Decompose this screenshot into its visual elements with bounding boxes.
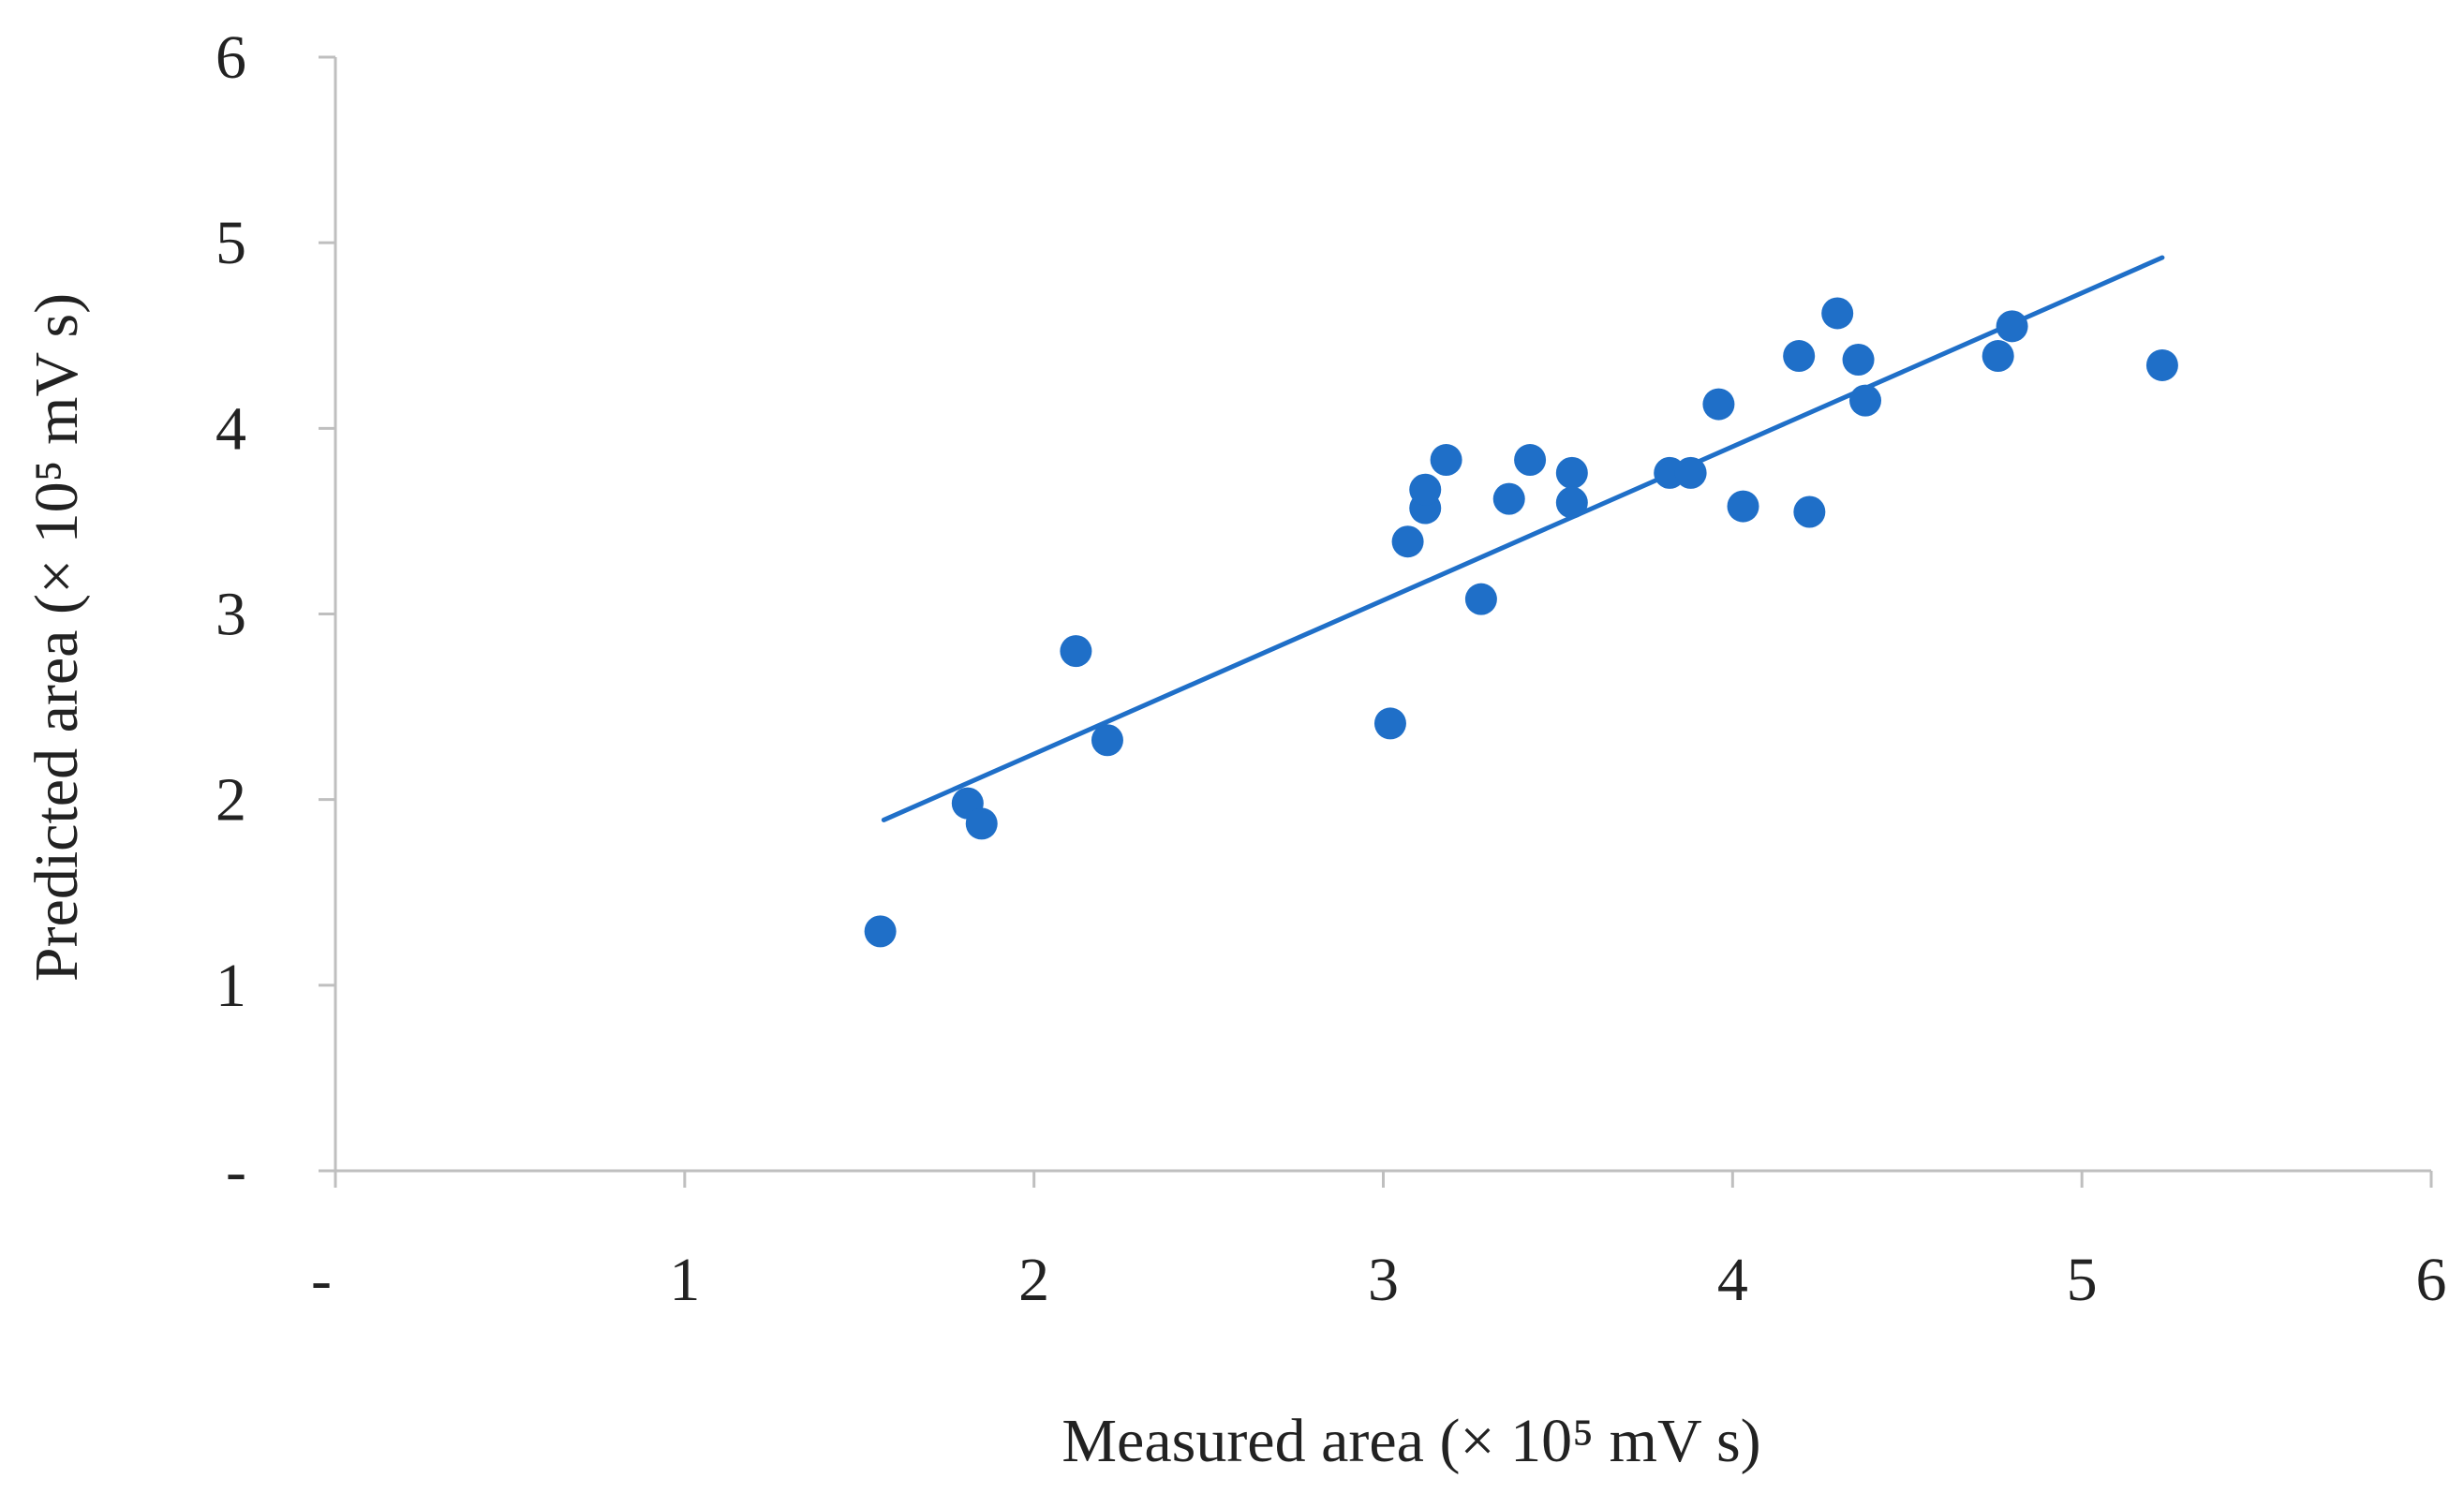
data-point bbox=[1793, 495, 1826, 528]
data-point bbox=[1982, 340, 2014, 373]
data-point bbox=[1821, 297, 1854, 330]
y-tick-label: 5 bbox=[215, 209, 246, 277]
data-point bbox=[2145, 348, 2178, 381]
x-tick-label: 5 bbox=[2067, 1246, 2098, 1314]
data-point bbox=[1060, 635, 1092, 668]
axes bbox=[334, 57, 2431, 1173]
data-point bbox=[1409, 473, 1442, 506]
data-point bbox=[1514, 444, 1547, 477]
y-tick-label: 6 bbox=[215, 23, 246, 92]
data-point bbox=[1674, 456, 1707, 489]
data-point bbox=[1727, 490, 1759, 523]
data-point bbox=[1430, 444, 1462, 477]
data-point bbox=[1492, 482, 1525, 515]
x-tick-label: - bbox=[311, 1246, 332, 1314]
trendline bbox=[881, 255, 2165, 822]
data-point bbox=[1702, 388, 1735, 421]
x-ticks: - 1 2 3 4 5 6 bbox=[311, 1171, 2447, 1314]
x-tick-label: 4 bbox=[1717, 1246, 1748, 1314]
trendline-group bbox=[881, 255, 2165, 822]
data-point bbox=[1783, 340, 1816, 373]
x-tick-label: 3 bbox=[1368, 1246, 1399, 1314]
data-point bbox=[1555, 486, 1588, 519]
y-tick-label: 3 bbox=[215, 581, 246, 649]
y-tick-label: - bbox=[226, 1137, 246, 1205]
y-tick-label: 4 bbox=[215, 394, 246, 463]
x-tick-label: 6 bbox=[2416, 1246, 2447, 1314]
x-tick-label: 2 bbox=[1018, 1246, 1049, 1314]
data-point bbox=[965, 807, 998, 840]
data-points bbox=[864, 297, 2178, 948]
data-point bbox=[1842, 344, 1875, 377]
y-tick-label: 2 bbox=[215, 766, 246, 835]
data-point bbox=[864, 915, 897, 948]
y-axis-title: Predicted area (× 10⁵ mV s) bbox=[22, 293, 91, 982]
data-point bbox=[1849, 384, 1882, 417]
data-point bbox=[1391, 525, 1424, 558]
x-axis-title: Measured area (× 10⁵ mV s) bbox=[1061, 1407, 1760, 1475]
y-tick-label: 1 bbox=[215, 952, 246, 1020]
data-point bbox=[1996, 310, 2028, 343]
data-point bbox=[1091, 724, 1123, 757]
x-tick-label: 1 bbox=[669, 1246, 700, 1314]
y-ticks: - 1 2 3 4 5 6 bbox=[215, 23, 335, 1205]
data-point bbox=[1464, 583, 1497, 615]
data-point bbox=[1555, 456, 1588, 489]
data-point bbox=[1373, 707, 1406, 740]
